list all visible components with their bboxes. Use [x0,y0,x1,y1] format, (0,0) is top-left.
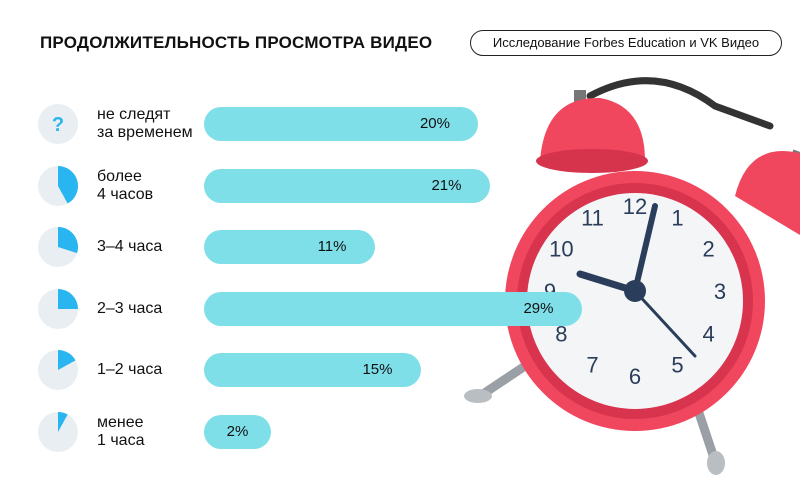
clock-number: 4 [702,322,714,347]
bar-value-label: 11% [317,238,347,255]
clock-number: 11 [581,205,604,230]
category-label: 2–3 часа [97,300,162,318]
clock-number: 7 [586,353,598,378]
bar-value-label: 2% [226,422,249,440]
category-label: 3–4 часа [97,238,162,256]
category-label-line: менее [97,413,144,431]
clock-number: 3 [714,279,726,304]
bar: 21% [204,168,490,203]
clock-number: 5 [671,353,683,378]
category-label: 1–2 часа [97,361,162,379]
alarm-clock-icon: 121234567891011 [464,77,800,475]
category-label: более 4 часов [97,168,153,204]
pie-icon [38,411,78,452]
svg-text:?: ? [52,114,64,136]
category-label: не следят за временем [97,106,193,142]
category-label-line: 4 часов [97,185,154,203]
bar: 11% [204,230,375,264]
bar: 29% [204,291,582,326]
bar: 2% [204,414,271,449]
bar-value-label: 15% [362,361,393,378]
bar: 20% [204,107,478,141]
clock-number: 10 [549,237,573,262]
clock-number: 8 [555,322,567,347]
clock-number: 6 [629,364,641,389]
bar-value-label: 29% [523,299,554,317]
category-label-line: 3–4 часа [97,238,163,255]
category-label-line: не следят [97,106,171,123]
bar: 15% [204,353,421,387]
category-label: менее 1 часа [97,414,144,450]
category-label-line: более [97,167,142,185]
category-label-line: 1 часа [97,431,145,449]
category-label-line: 2–3 часа [97,299,163,317]
category-label-line: за временем [97,124,193,141]
bar-value-label: 20% [419,115,450,132]
chart-title: ПРОДОЛЖИТЕЛЬНОСТЬ ПРОСМОТРА ВИДЕО [40,33,433,52]
bar-value-label: 21% [431,176,462,194]
clock-number: 12 [623,194,647,219]
category-label-line: 1–2 часа [97,361,163,378]
pie-icon [38,227,78,267]
pie-icon [38,165,79,206]
clock-number: 2 [702,237,714,262]
pie-icon [38,288,78,329]
pie-icon [38,350,78,390]
source-badge: Исследование Forbes Education и VK Видео [470,30,782,56]
question-icon: ? [38,104,78,144]
clock-number: 1 [671,205,683,230]
